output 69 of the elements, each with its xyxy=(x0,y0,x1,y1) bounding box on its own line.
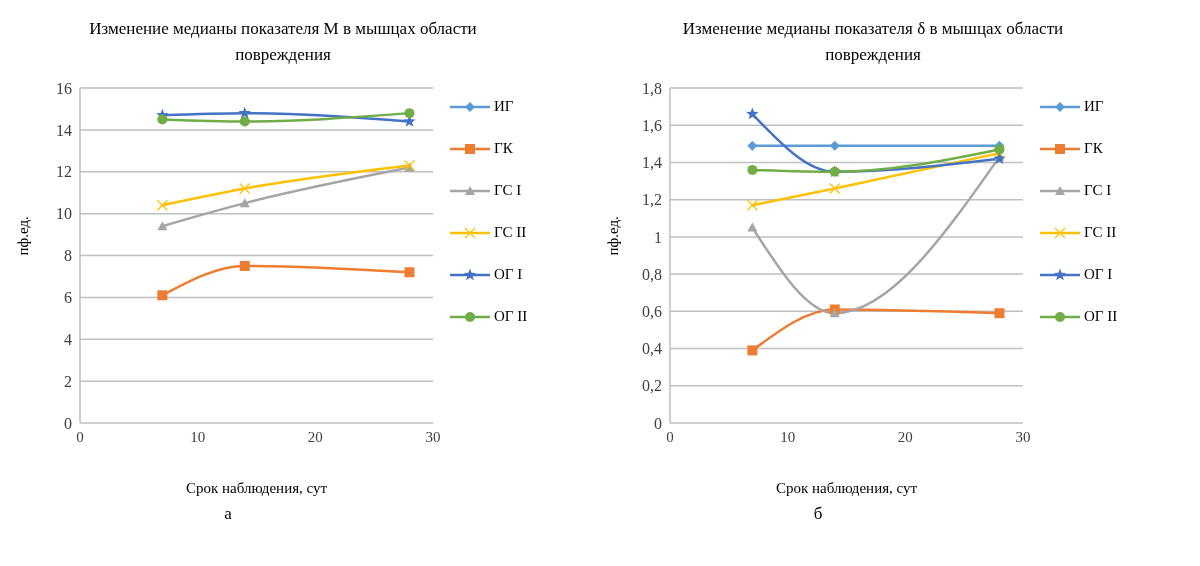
y-tick-label: 0 xyxy=(654,414,662,432)
point xyxy=(239,182,251,195)
point xyxy=(239,198,250,208)
legend-label: ГК xyxy=(494,140,513,157)
legend-label: ОГ I xyxy=(1084,266,1113,283)
y-tick-label: 1,4 xyxy=(642,154,662,172)
y-tick-label: 1,8 xyxy=(642,79,662,97)
point xyxy=(994,308,1005,319)
y-tick-label: 1,6 xyxy=(642,116,662,134)
point xyxy=(404,267,415,278)
y-tick-label: 6 xyxy=(64,289,72,307)
legend-label: ГС I xyxy=(494,182,522,199)
y-tick-label: 12 xyxy=(56,163,72,181)
x-tick-label: 0 xyxy=(666,428,674,445)
point xyxy=(404,108,415,119)
legend-label: ГК xyxy=(1084,140,1103,157)
y-tick-label: 14 xyxy=(56,121,72,139)
x-tick-label: 0 xyxy=(76,428,84,445)
point xyxy=(829,182,841,195)
x-tick-label: 30 xyxy=(1015,428,1031,445)
point xyxy=(157,290,168,301)
legend-label: ОГ I xyxy=(494,266,523,283)
point xyxy=(829,308,840,318)
point xyxy=(746,199,758,211)
legend-label: ГС I xyxy=(1084,182,1112,199)
x-tick-label: 30 xyxy=(425,428,441,445)
y-tick-label: 8 xyxy=(64,247,72,265)
y-tick-label: 0 xyxy=(64,414,72,432)
point xyxy=(747,140,758,151)
x-tick-label: 20 xyxy=(307,428,323,445)
point xyxy=(747,164,758,175)
x-axis-title: Срок наблюдения, сут xyxy=(185,480,328,496)
y-tick-label: 0,4 xyxy=(642,340,662,358)
x-tick-label: 10 xyxy=(190,428,206,445)
point xyxy=(994,144,1005,155)
point xyxy=(238,106,251,119)
text: б xyxy=(812,504,824,524)
y-axis-title: пф.ед. xyxy=(605,216,622,256)
text: а xyxy=(223,504,233,524)
legend-label: ОГ II xyxy=(1084,308,1118,325)
x-tick-label: 20 xyxy=(897,428,913,445)
point xyxy=(747,222,758,232)
y-tick-label: 2 xyxy=(64,372,72,390)
y-tick-label: 0,8 xyxy=(642,265,662,283)
point xyxy=(829,140,840,151)
y-tick-label: 4 xyxy=(64,330,72,348)
legend-label: ГС II xyxy=(1084,224,1117,241)
y-tick-label: 0,6 xyxy=(642,303,662,321)
point xyxy=(157,114,168,125)
y-tick-label: 16 xyxy=(56,79,72,97)
point xyxy=(157,221,168,231)
y-tick-label: 0,2 xyxy=(642,377,662,395)
point xyxy=(156,199,168,211)
point xyxy=(747,345,758,356)
y-tick-label: 10 xyxy=(56,205,72,223)
point xyxy=(239,116,250,127)
point xyxy=(746,107,759,120)
point xyxy=(239,260,250,271)
y-tick-label: 1 xyxy=(654,228,662,246)
x-tick-label: 10 xyxy=(780,428,796,445)
legend-label: ГС II xyxy=(494,224,527,241)
y-axis-title: пф.ед. xyxy=(15,216,32,256)
legend-label: ИГ xyxy=(1084,98,1104,115)
legend-label: ИГ xyxy=(494,98,514,115)
chart-title: Изменение медианы показателя М в мышцах области повреждения xyxy=(88,18,478,66)
x-axis-title: Срок наблюдения, сут xyxy=(775,480,918,496)
chart-title: Изменение медианы показателя δ в мышцах области повреждения xyxy=(681,18,1065,66)
y-tick-label: 1,2 xyxy=(642,191,662,209)
legend-label: ОГ II xyxy=(494,308,528,325)
